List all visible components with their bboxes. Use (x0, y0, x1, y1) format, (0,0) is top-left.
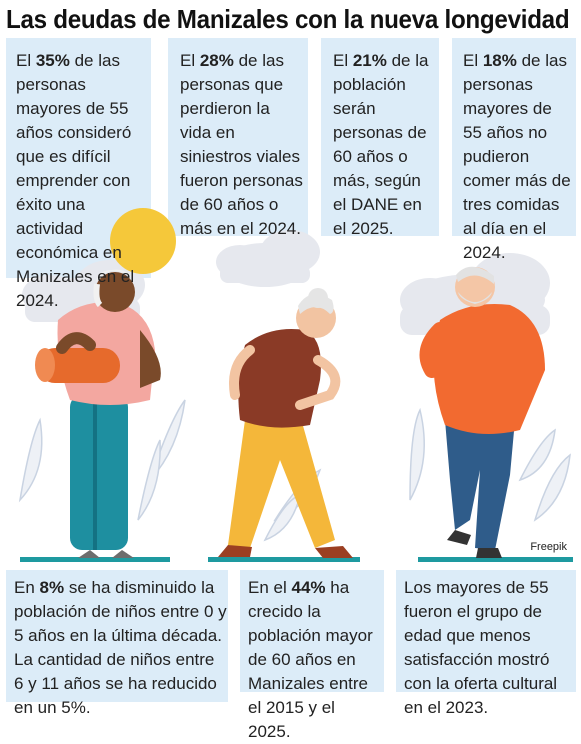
stat-body: se ha disminuido la población de niños e… (14, 578, 227, 717)
stat-percentage: 35% (35, 51, 70, 70)
stat-box-5 (6, 570, 228, 702)
stat-percentage: 8% (39, 578, 65, 597)
stat-percentage: 44% (291, 578, 326, 597)
stat-box-6 (240, 570, 384, 692)
stat-body: de las personas que perdieron la vida en… (180, 51, 303, 238)
stat-pre: El (180, 51, 200, 70)
person-icon (419, 266, 545, 558)
stat-body: de las personas mayores de 55 años no pu… (463, 51, 571, 262)
illustration (18, 208, 573, 562)
stat-body: ha crecido la población mayor de 60 años… (248, 578, 373, 741)
stat-text-1: El 35% de las personas mayores de 55 año… (16, 49, 148, 313)
floor-line (418, 557, 573, 562)
stat-percentage: 21% (352, 51, 387, 70)
floor-line (20, 557, 170, 562)
sun-icon (110, 208, 176, 274)
person-icon (35, 269, 161, 558)
cloud-icon (216, 230, 320, 287)
stat-text-6: En el 44% ha crecido la población mayor … (248, 576, 382, 744)
stat-pre: El (333, 51, 353, 70)
stat-box-7 (396, 570, 576, 692)
image-credit: Freepik (530, 541, 567, 553)
stat-box-4 (452, 38, 576, 236)
page-title: Las deudas de Manizales con la nueva lon… (6, 4, 570, 34)
stat-pre: En el (248, 578, 292, 597)
stat-text-7: Los mayores de 55 fueron el grupo de eda… (404, 576, 576, 720)
stat-percentage: 28% (199, 51, 234, 70)
stat-text-5: En 8% se ha disminuido la población de n… (14, 576, 228, 720)
stat-box-2 (168, 38, 308, 236)
stat-text-2: El 28% de las personas que perdieron la … (180, 49, 304, 241)
stat-text-3: El 21% de la población serán personas de… (333, 49, 437, 241)
stat-percentage: 18% (482, 51, 517, 70)
floor-line (208, 557, 360, 562)
stat-body: de la población serán personas de 60 año… (333, 51, 429, 238)
stat-box-3 (321, 38, 439, 236)
stat-text-4: El 18% de las personas mayores de 55 año… (463, 49, 575, 265)
stat-pre: En (14, 578, 40, 597)
person-icon (218, 288, 353, 558)
stat-pre: El (16, 51, 36, 70)
stat-body: de las personas mayores de 55 años consi… (16, 51, 135, 310)
stat-pre: El (463, 51, 483, 70)
stat-body: Los mayores de 55 fueron el grupo de eda… (404, 578, 558, 717)
